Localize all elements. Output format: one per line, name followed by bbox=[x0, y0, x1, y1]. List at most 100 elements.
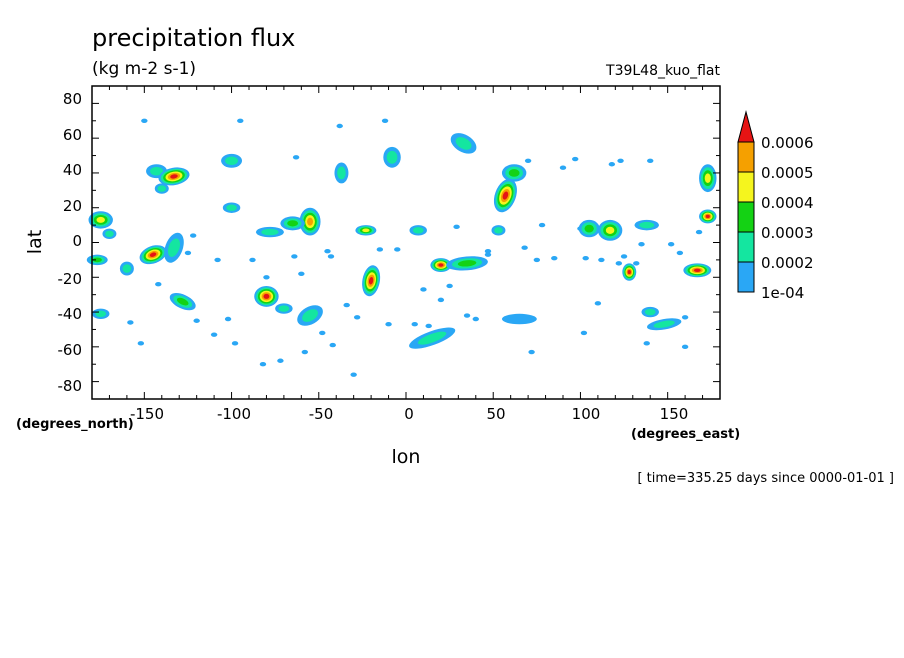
contour-cell bbox=[491, 225, 506, 236]
contour-speck bbox=[336, 123, 343, 129]
contour-band bbox=[176, 297, 189, 306]
contour-band bbox=[263, 293, 270, 299]
contour-cell bbox=[362, 265, 381, 297]
plot-area bbox=[92, 86, 720, 399]
contour-band bbox=[362, 228, 370, 233]
contour-speck bbox=[394, 247, 401, 252]
contour-band bbox=[704, 173, 711, 183]
plot-title: precipitation flux bbox=[92, 24, 295, 52]
contour-speck bbox=[263, 275, 270, 280]
contour-speck bbox=[620, 254, 628, 259]
contour-cell bbox=[222, 202, 241, 213]
contour-band bbox=[653, 320, 675, 328]
contour-speck bbox=[681, 344, 689, 350]
contour-speck bbox=[224, 316, 232, 322]
x-tick-label: -150 bbox=[130, 405, 164, 423]
contour-band bbox=[96, 216, 105, 223]
contour-speck bbox=[615, 261, 623, 266]
contour-speck bbox=[214, 257, 221, 263]
contour-speck bbox=[633, 261, 640, 266]
x-axis-ticks: -150 -100 -50 0 50 100 150 bbox=[130, 405, 688, 423]
contour-band bbox=[149, 252, 157, 257]
contour-cell bbox=[699, 164, 717, 193]
contour-band bbox=[693, 268, 701, 273]
contour-speck bbox=[681, 315, 689, 320]
contour-band bbox=[307, 217, 314, 226]
contour-cell bbox=[255, 226, 284, 238]
contour-speck bbox=[463, 313, 471, 318]
contour-band bbox=[455, 137, 472, 150]
contour-cell bbox=[158, 167, 190, 186]
contour-speck bbox=[521, 245, 528, 250]
y-tick-label: 60 bbox=[63, 126, 82, 144]
contour-band bbox=[386, 150, 398, 164]
legend-swatch bbox=[737, 141, 755, 173]
contour-speck bbox=[184, 250, 192, 256]
contour-cell bbox=[493, 178, 517, 213]
contour-cell bbox=[334, 162, 349, 184]
contour-speck bbox=[533, 257, 541, 263]
y-tick-label: 20 bbox=[63, 197, 82, 215]
x-tick-label: 100 bbox=[572, 405, 601, 423]
contour-speck bbox=[324, 248, 331, 254]
contour-speck bbox=[291, 254, 298, 259]
x-axis-label: lon bbox=[392, 446, 421, 468]
contour-band bbox=[278, 305, 290, 312]
contour-cell bbox=[221, 153, 243, 168]
contour-speck bbox=[210, 332, 218, 337]
contour-cell bbox=[446, 256, 488, 271]
x-tick-label: 0 bbox=[404, 405, 414, 423]
contour-cell bbox=[254, 285, 279, 307]
legend-swatch bbox=[737, 171, 755, 203]
x-tick-label: 50 bbox=[486, 405, 505, 423]
contour-speck bbox=[231, 341, 239, 346]
legend-level-label: 1e-04 bbox=[761, 284, 804, 302]
contour-cell bbox=[501, 313, 537, 325]
x-tick-label: -50 bbox=[309, 405, 334, 423]
contour-speck bbox=[385, 322, 392, 327]
contour-band bbox=[494, 227, 503, 234]
contour-speck bbox=[127, 320, 134, 325]
contour-band bbox=[92, 257, 102, 263]
contour-cell bbox=[501, 164, 527, 182]
contour-speck bbox=[353, 315, 361, 320]
contour-cell bbox=[597, 219, 623, 241]
contour-speck bbox=[327, 254, 335, 259]
y-tick-label: 40 bbox=[63, 161, 82, 179]
contour-cell bbox=[119, 261, 134, 276]
y-axis-ticks: 80 60 40 20 0 -20 -40 -60 -80 bbox=[58, 90, 83, 395]
contour-speck bbox=[695, 229, 703, 235]
contour-speck bbox=[420, 287, 427, 292]
contour-band bbox=[150, 166, 163, 176]
contour-speck bbox=[329, 342, 336, 348]
contour-speck bbox=[298, 271, 305, 276]
contour-speck bbox=[538, 222, 546, 228]
legend-level-label: 0.0005 bbox=[761, 164, 814, 182]
y-axis-label: lat bbox=[24, 230, 46, 254]
contour-cell bbox=[578, 219, 600, 238]
x-units-label: (degrees_east) bbox=[631, 427, 740, 442]
contour-band bbox=[502, 191, 509, 200]
contour-speck bbox=[594, 301, 602, 306]
contour-speck bbox=[137, 341, 145, 346]
contour-speck bbox=[580, 330, 588, 336]
contour-cell bbox=[634, 219, 659, 231]
contour-band bbox=[337, 166, 346, 180]
contour-band bbox=[261, 228, 279, 236]
contour-speck bbox=[376, 247, 384, 252]
contour-cell bbox=[299, 207, 321, 236]
contour-speck bbox=[643, 341, 650, 346]
contour-speck bbox=[301, 349, 309, 355]
contour-band bbox=[501, 313, 537, 325]
plot-frame bbox=[91, 85, 721, 400]
contour-cell bbox=[622, 263, 637, 281]
contour-speck bbox=[141, 118, 148, 123]
contour-speck bbox=[381, 118, 389, 123]
contour-cell bbox=[169, 292, 196, 311]
contour-speck bbox=[647, 158, 654, 163]
contour-cell bbox=[409, 327, 456, 349]
contour-speck bbox=[277, 358, 284, 363]
contour-speck bbox=[446, 283, 453, 289]
units-label: (kg m-2 s-1) bbox=[92, 59, 196, 79]
